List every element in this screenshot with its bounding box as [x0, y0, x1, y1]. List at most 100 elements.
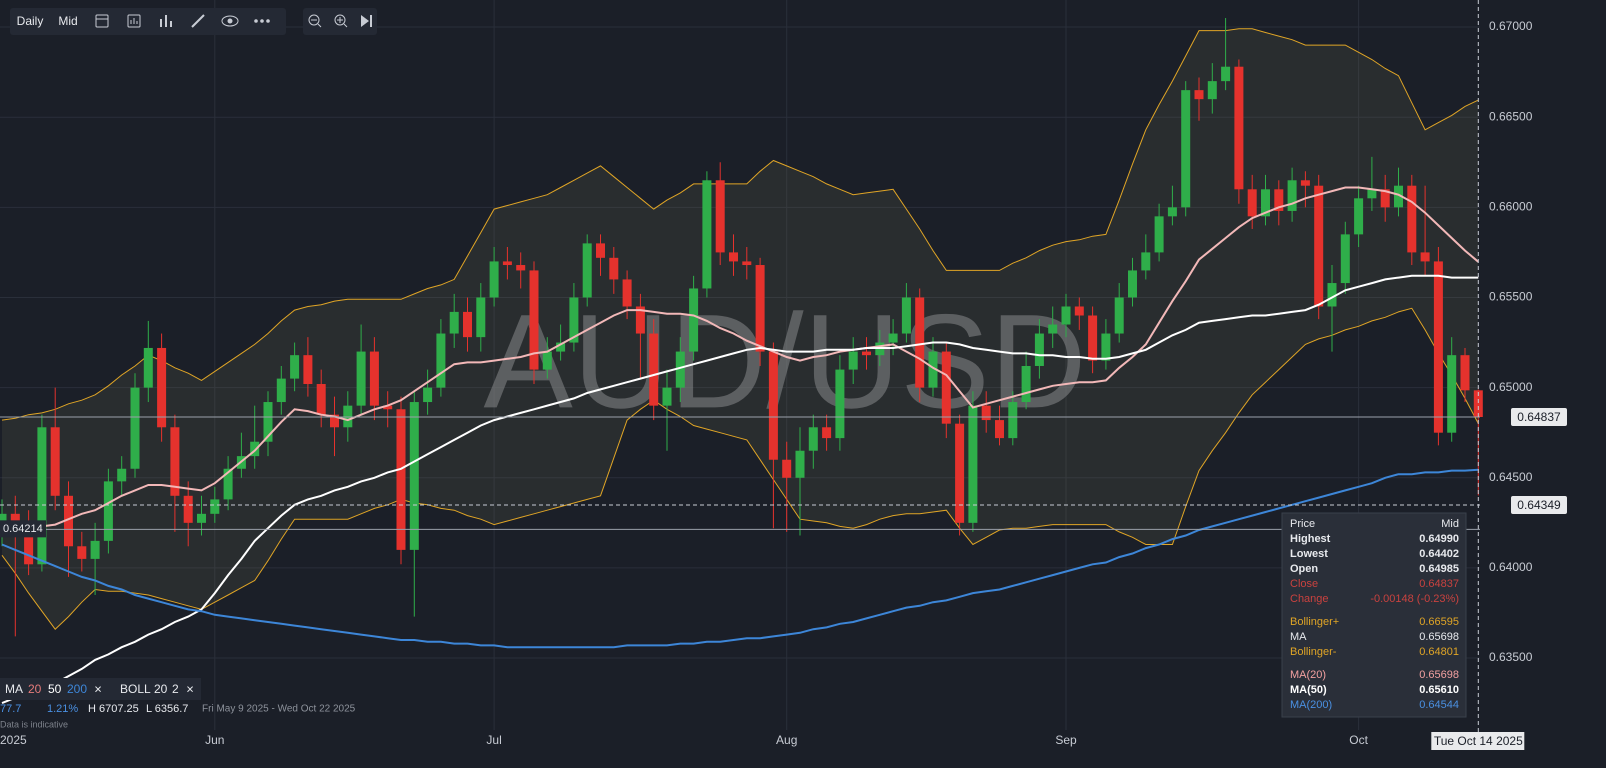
- candle-body: [915, 297, 925, 388]
- candle-body: [24, 522, 34, 565]
- candle-body: [596, 243, 605, 258]
- legend-boll-param[interactable]: 20: [154, 682, 168, 696]
- candle-body: [1261, 189, 1270, 217]
- legend-ma-period[interactable]: 50: [48, 682, 62, 696]
- stat-high: H 6707.25: [88, 703, 139, 715]
- candle-body: [130, 387, 140, 469]
- stat-last: 77.7: [0, 703, 21, 715]
- tooltip-label: Change: [1290, 593, 1329, 605]
- candle-body: [463, 311, 472, 338]
- candle-body: [928, 351, 938, 388]
- tooltip-value: 0.64985: [1419, 563, 1459, 575]
- zoom-in-icon[interactable]: [334, 14, 348, 28]
- candle-body: [782, 459, 792, 478]
- candle-body: [1274, 189, 1284, 211]
- crosshair-label-bg: [1431, 732, 1525, 750]
- candle-body: [1420, 252, 1430, 262]
- remove-boll-button[interactable]: ×: [186, 681, 194, 696]
- tooltip-label: Bollinger+: [1290, 616, 1339, 628]
- candle-body: [77, 546, 87, 559]
- tooltip-label: Highest: [1290, 533, 1331, 545]
- stats-line: 77.7 1.21% H 6707.25 L 6356.7 Fri May 9 …: [0, 703, 356, 729]
- candle-body: [702, 180, 712, 289]
- x-tick-label: 2025: [0, 733, 27, 747]
- disclaimer: Data is indicative: [0, 719, 68, 729]
- candle-body: [502, 261, 512, 266]
- tooltip-value: 0.64402: [1419, 548, 1459, 560]
- candle-body: [968, 405, 978, 523]
- candle-body: [1114, 297, 1124, 334]
- toolbar: Daily Mid: [10, 8, 377, 35]
- candle-body: [1287, 180, 1297, 211]
- candle-body: [848, 351, 858, 370]
- candle-body: [1021, 365, 1031, 403]
- candle-body: [662, 387, 672, 406]
- candle-body: [901, 297, 911, 334]
- tooltip-value: 0.65610: [1419, 684, 1459, 696]
- price-label-bg: [1511, 408, 1567, 427]
- draw-icon[interactable]: [191, 14, 205, 28]
- chart-type-icon[interactable]: [160, 15, 172, 27]
- price-label: 0.64837: [1517, 410, 1561, 424]
- candle-body: [1128, 270, 1137, 298]
- candle-body: [1167, 207, 1177, 217]
- price-type-button[interactable]: Mid: [58, 14, 77, 28]
- candle-body: [1181, 90, 1191, 208]
- legend-ma-period[interactable]: 20: [28, 682, 42, 696]
- interval-button[interactable]: Daily: [17, 14, 44, 28]
- candle-body: [795, 450, 805, 478]
- compare-icon[interactable]: [127, 14, 141, 28]
- candle-body: [210, 499, 220, 514]
- tooltip-label: MA: [1290, 631, 1307, 643]
- candle-body: [276, 378, 286, 403]
- candle-body: [1234, 66, 1244, 190]
- candle-body: [1433, 261, 1443, 433]
- candle-body: [542, 351, 552, 370]
- candle-body: [729, 252, 738, 262]
- visibility-icon[interactable]: [221, 15, 239, 27]
- y-tick-label: 0.65000: [1489, 380, 1533, 394]
- scroll-end-icon[interactable]: [361, 15, 372, 27]
- calendar-icon[interactable]: [95, 14, 109, 28]
- candle-layer: [0, 18, 1483, 637]
- candle-body: [1407, 185, 1417, 253]
- remove-ma-button[interactable]: ×: [94, 681, 102, 696]
- candle-body: [755, 265, 765, 352]
- more-icon[interactable]: [254, 19, 270, 23]
- candle-body: [1394, 185, 1403, 208]
- zoom-out-icon[interactable]: [308, 14, 322, 28]
- tooltip-value: 0.64837: [1419, 578, 1459, 590]
- candle-body: [609, 257, 619, 280]
- tooltip-label: Bollinger-: [1290, 646, 1337, 658]
- candle-body: [675, 351, 685, 388]
- candle-body: [1088, 315, 1098, 361]
- x-tick-label: Oct: [1349, 733, 1368, 747]
- y-tick-label: 0.66500: [1489, 109, 1533, 123]
- overlay-line: [1, 274, 1479, 705]
- candle-body: [1221, 66, 1231, 82]
- price-label: 0.64349: [1517, 498, 1561, 512]
- indicator-legend: MA 20 50 200 × BOLL 20 2 ×: [0, 678, 201, 700]
- legend-ma-period[interactable]: 200: [67, 682, 87, 696]
- tooltip-value: 0.65698: [1419, 669, 1459, 681]
- candle-body: [822, 427, 832, 439]
- candle-body: [343, 405, 353, 428]
- candle-body: [1300, 180, 1310, 186]
- legend-boll-param[interactable]: 2: [172, 682, 179, 696]
- candle-body: [449, 311, 459, 334]
- candle-body: [330, 414, 339, 428]
- candle-body: [383, 405, 393, 410]
- candle-body: [1154, 216, 1164, 253]
- price-label-bg: [0, 520, 46, 538]
- candle-body: [1141, 252, 1151, 271]
- price-label: 0.64214: [3, 523, 43, 535]
- overlay-line: [1, 186, 1479, 537]
- candle-body: [316, 384, 326, 415]
- candle-body: [1034, 333, 1044, 366]
- candle-body: [835, 369, 845, 439]
- tooltip-label: Lowest: [1290, 548, 1328, 560]
- candle-body: [1194, 90, 1204, 100]
- tooltip-header: Mid: [1441, 518, 1459, 530]
- candle-body: [1008, 402, 1018, 439]
